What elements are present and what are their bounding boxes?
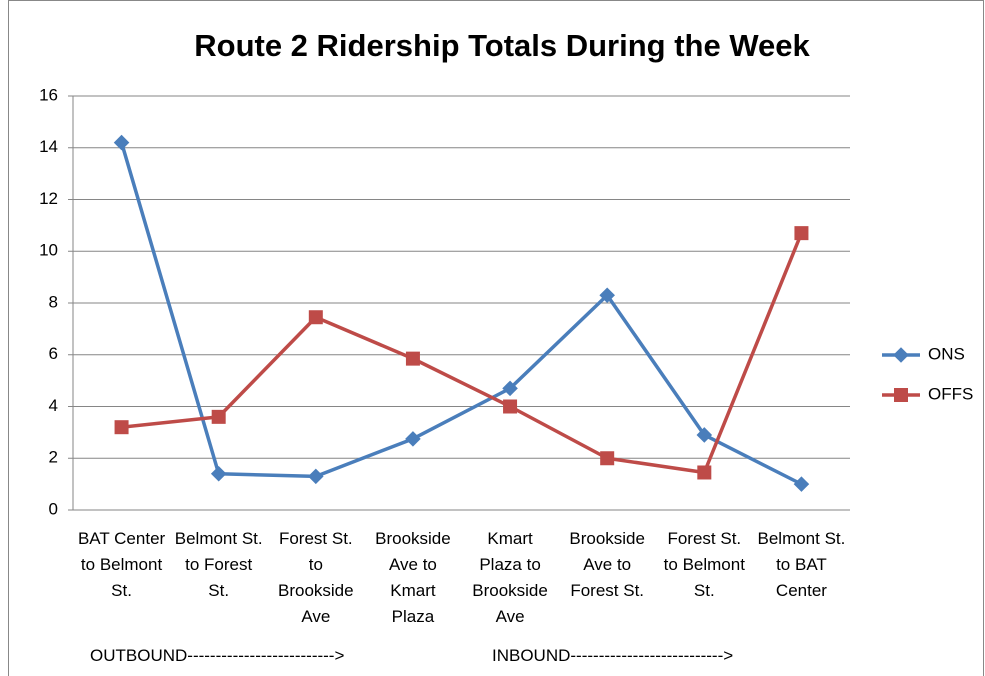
y-tick-label: 12	[39, 189, 58, 208]
legend-label: OFFS	[928, 384, 973, 403]
marker	[793, 476, 810, 492]
marker	[210, 465, 227, 482]
y-tick-label: 4	[49, 396, 58, 415]
marker	[405, 431, 421, 447]
legend-marker	[893, 347, 909, 363]
y-tick-label: 8	[49, 292, 58, 311]
y-tick-label: 16	[39, 85, 58, 104]
chart-title: Route 2 Ridership Totals During the Week	[194, 28, 810, 63]
annotation: OUTBOUND-------------------------->	[90, 646, 345, 665]
marker	[308, 468, 324, 485]
marker	[600, 451, 615, 466]
y-tick-label: 10	[39, 241, 58, 260]
series-line	[119, 142, 803, 486]
x-tick-label: Brookside Ave to Kmart Plaza	[375, 529, 451, 626]
y-tick-label: 6	[49, 344, 58, 363]
marker	[405, 351, 420, 366]
x-tick-label: Belmont St. to BAT Center	[757, 529, 846, 600]
y-tick-label: 2	[49, 448, 58, 467]
y-tick-label: 14	[39, 137, 58, 156]
x-tick-label: Brookside Ave to Forest St.	[569, 529, 645, 600]
legend-label: ONS	[928, 344, 965, 363]
marker	[503, 399, 518, 414]
y-tick-label: 0	[49, 499, 58, 518]
legend-marker	[894, 388, 908, 402]
x-tick-label: Forest St. to Brookside Ave	[278, 529, 354, 626]
annotation: INBOUND--------------------------->	[492, 646, 734, 665]
x-tick-label: BAT Center to Belmont St.	[77, 529, 166, 600]
x-tick-label: Belmont St. to Forest St.	[174, 529, 263, 600]
marker	[211, 409, 226, 424]
x-tick-label: Kmart Plaza to Brookside Ave	[472, 529, 548, 626]
x-tick-label: Forest St. to Belmont St.	[663, 529, 745, 600]
marker	[697, 465, 712, 480]
marker	[794, 226, 809, 241]
marker	[308, 310, 323, 325]
marker	[114, 420, 129, 435]
series-line	[121, 232, 804, 475]
marker	[113, 134, 130, 151]
chart-border	[8, 0, 984, 676]
